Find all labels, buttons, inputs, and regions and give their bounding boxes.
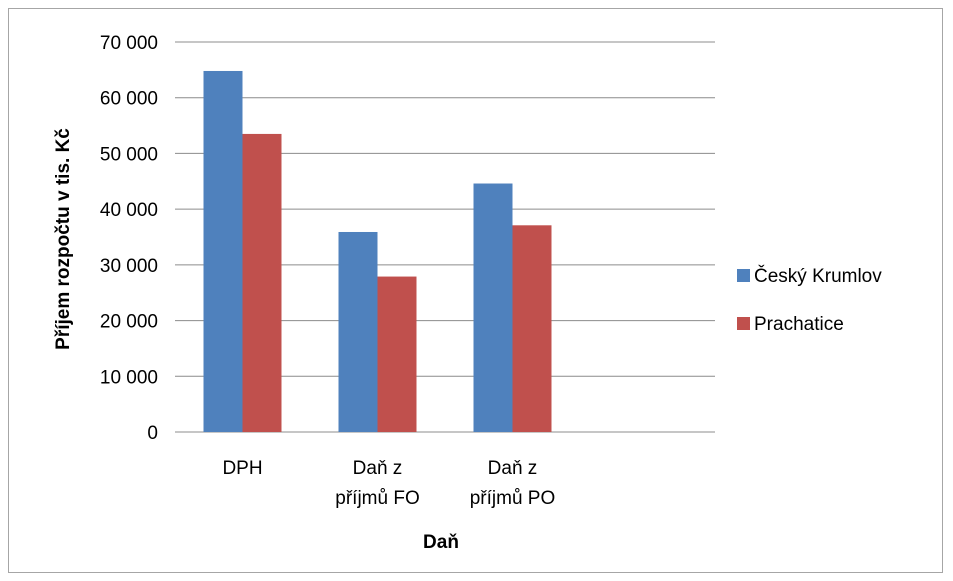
x-tick-label: DPH <box>222 458 262 479</box>
y-tick-label: 20 000 <box>100 312 158 333</box>
y-tick-label: 10 000 <box>100 367 158 388</box>
bar-prachatice-1 <box>377 276 417 432</box>
y-tick-label: 40 000 <box>100 200 158 221</box>
x-axis-title: Daň <box>423 532 459 553</box>
y-axis-tick-labels: 0 10 000 20 000 30 000 40 000 50 000 60 000 70 … <box>100 33 158 444</box>
x-tick-label: příjmů PO <box>470 488 556 509</box>
y-axis-title: Příjem rozpočtu v tis. Kč <box>53 128 74 350</box>
legend-swatch <box>737 269 750 282</box>
y-tick-label: 30 000 <box>100 256 158 277</box>
bar-prachatice-0 <box>242 133 282 432</box>
y-tick-label: 60 000 <box>100 89 158 110</box>
x-tick-label: příjmů FO <box>335 488 419 509</box>
y-tick-label: 70 000 <box>100 33 158 54</box>
y-tick-label: 0 <box>147 423 158 444</box>
legend: Český Krumlov Prachatice <box>737 265 882 335</box>
bar--esk-krumlov-1 <box>338 231 378 432</box>
x-axis-category-labels: DPH Daň z příjmů FO Daň z příjmů PO <box>222 458 555 509</box>
x-tick-label: Daň z <box>488 458 538 479</box>
legend-swatch <box>737 317 750 330</box>
legend-label: Prachatice <box>754 314 844 335</box>
x-tick-label: Daň z <box>353 458 403 479</box>
y-tick-label: 50 000 <box>100 144 158 165</box>
bar--esk-krumlov-2 <box>473 183 513 432</box>
legend-label: Český Krumlov <box>754 265 882 287</box>
bar--esk-krumlov-0 <box>203 70 243 432</box>
bar-prachatice-2 <box>512 225 552 432</box>
bars <box>203 70 552 432</box>
